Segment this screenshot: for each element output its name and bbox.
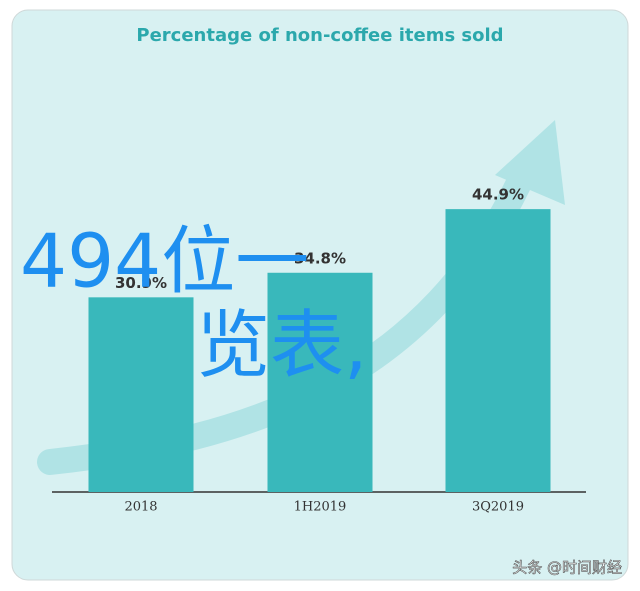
bar <box>88 297 194 492</box>
watermark: 头条 @时间财经 <box>512 559 622 577</box>
trend-arrow-head <box>495 120 565 205</box>
data-label: 30.9% <box>115 274 167 292</box>
data-label: 44.9% <box>472 186 524 204</box>
overlay-text: 494位一 <box>20 219 309 305</box>
data-label: 34.8% <box>294 249 346 267</box>
bar <box>445 209 551 492</box>
bar <box>267 272 373 492</box>
x-tick-label: 1H2019 <box>294 500 347 515</box>
chart-title: Percentage of non-coffee items sold <box>136 25 503 46</box>
x-tick-label: 3Q2019 <box>472 500 524 515</box>
overlay-text: 览表, <box>196 303 368 389</box>
x-tick-label: 2018 <box>124 500 157 515</box>
